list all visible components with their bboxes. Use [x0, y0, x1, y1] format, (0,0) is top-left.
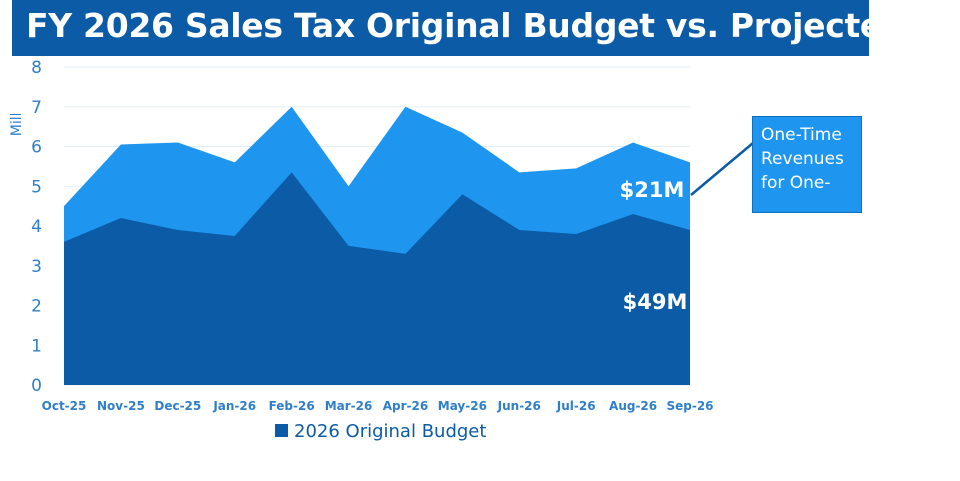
legend-swatch	[275, 424, 288, 437]
y-tick-label: 8	[31, 58, 42, 78]
x-tick-label: Nov-25	[97, 399, 145, 413]
x-tick-label: Dec-25	[154, 399, 201, 413]
callout-line-3: for One-	[761, 173, 831, 193]
y-tick-label: 6	[31, 138, 42, 158]
y-tick-label: 4	[31, 217, 42, 237]
y-tick-label: 7	[31, 98, 42, 118]
y-tick-label: 1	[31, 336, 42, 356]
y-tick-label: 3	[31, 257, 42, 277]
x-tick-label: Mar-26	[325, 399, 373, 413]
legend-label: 2026 Original Budget	[294, 421, 486, 442]
y-tick-label: 2	[31, 297, 42, 317]
projected-total-label: $21M	[620, 178, 685, 202]
title-bar: FY 2026 Sales Tax Original Budget vs. Pr…	[12, 0, 906, 56]
y-tick-label: 5	[31, 177, 42, 197]
y-tick-label: 0	[31, 376, 42, 396]
callout-line-2: Revenues	[761, 149, 844, 169]
x-tick-label: Jan-26	[212, 399, 256, 413]
callout-box: One-Time Revenues for One-	[752, 116, 862, 213]
x-tick-label: Oct-25	[42, 399, 87, 413]
x-tick-label: Jul-26	[556, 399, 596, 413]
x-tick-label: Apr-26	[383, 399, 428, 413]
y-axis-label: Millions	[9, 84, 25, 136]
x-tick-label: Jun-26	[497, 399, 541, 413]
x-tick-label: Aug-26	[609, 399, 657, 413]
x-tick-label: May-26	[438, 399, 487, 413]
x-tick-label: Feb-26	[269, 399, 315, 413]
budget-area	[64, 172, 690, 385]
x-tick-label: Sep-26	[666, 399, 713, 413]
callout-connector	[690, 142, 754, 196]
chart-title: FY 2026 Sales Tax Original Budget vs. Pr…	[26, 6, 906, 45]
callout-line-1: One-Time	[761, 125, 842, 145]
budget-total-label: $49M	[623, 290, 688, 314]
